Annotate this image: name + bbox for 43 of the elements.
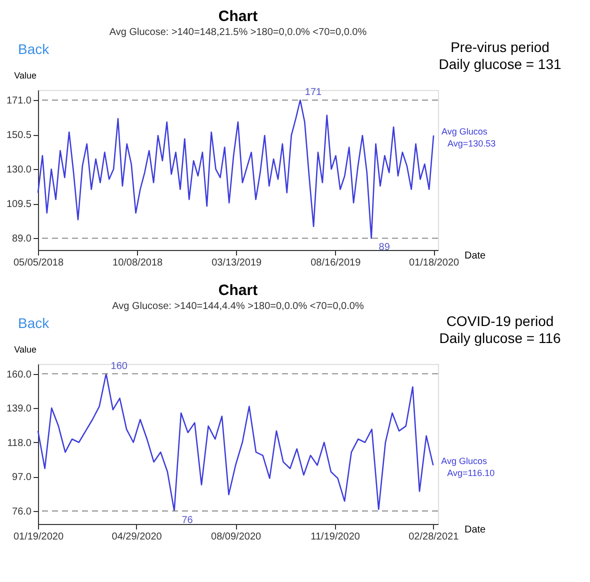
x-tick-label: 10/08/2018 [112,258,164,268]
x-tick-label: 05/05/2018 [13,258,64,268]
x-axis-title: Date [464,250,486,262]
line-series [37,99,434,239]
y-tick-label: 97.0 [12,472,32,484]
y-axis-title: Value [14,70,36,80]
x-tick-label: 01/18/2020 [409,258,460,268]
text: Avg=130.53 [448,138,496,148]
chart-title: Chart [218,282,258,299]
x-axis-title: Date [464,524,486,536]
annotation: 160 [110,360,128,372]
text: Back [18,41,50,57]
series-label: Avg Glucos [441,456,488,466]
y-tick-label: 160.0 [6,369,32,380]
y-tick-label: 171.0 [6,96,32,107]
y-tick-label: 130.0 [6,164,32,176]
y-tick-label: 150.5 [6,130,32,142]
text: Daily glucose = 116 [439,330,561,346]
y-tick-label: 89.0 [12,234,32,245]
y-tick-label: 118.0 [7,438,32,449]
chart-subtitle: Avg Glucose: >140=148,21.5% >180=0,0.0% <70=0,0.0% [109,27,367,38]
annotation: 171 [304,87,322,98]
series-label: Avg Glucos [442,126,488,136]
text: Avg=116.10 [447,468,495,478]
text: Back [18,315,50,331]
y-tick-label: 109.5 [6,199,32,210]
text: Pre-virus period [450,39,550,55]
x-tick-label: 01/19/2020 [13,532,64,542]
y-axis-title: Value [14,344,36,354]
line-series [37,373,434,512]
annotation: 76 [182,514,194,526]
x-tick-label: 08/16/2019 [310,258,362,268]
x-tick-label: 03/13/2019 [212,258,262,268]
y-tick-label: 76.0 [12,506,32,518]
x-tick-label: 04/29/2020 [112,532,162,542]
x-tick-label: 02/28/2021 [408,532,460,542]
chart-title: Chart [218,8,258,25]
x-tick-label: 11/19/2020 [310,532,360,542]
x-tick-label: 08/09/2020 [211,532,262,542]
chart-subtitle: Avg Glucose: >140=144,4.4% >180=0,0.0% <70=0,0.0% [112,301,364,312]
text: Daily glucose = 131 [438,56,562,72]
y-tick-label: 139.0 [6,404,32,415]
text: COVID-19 period [446,313,554,329]
